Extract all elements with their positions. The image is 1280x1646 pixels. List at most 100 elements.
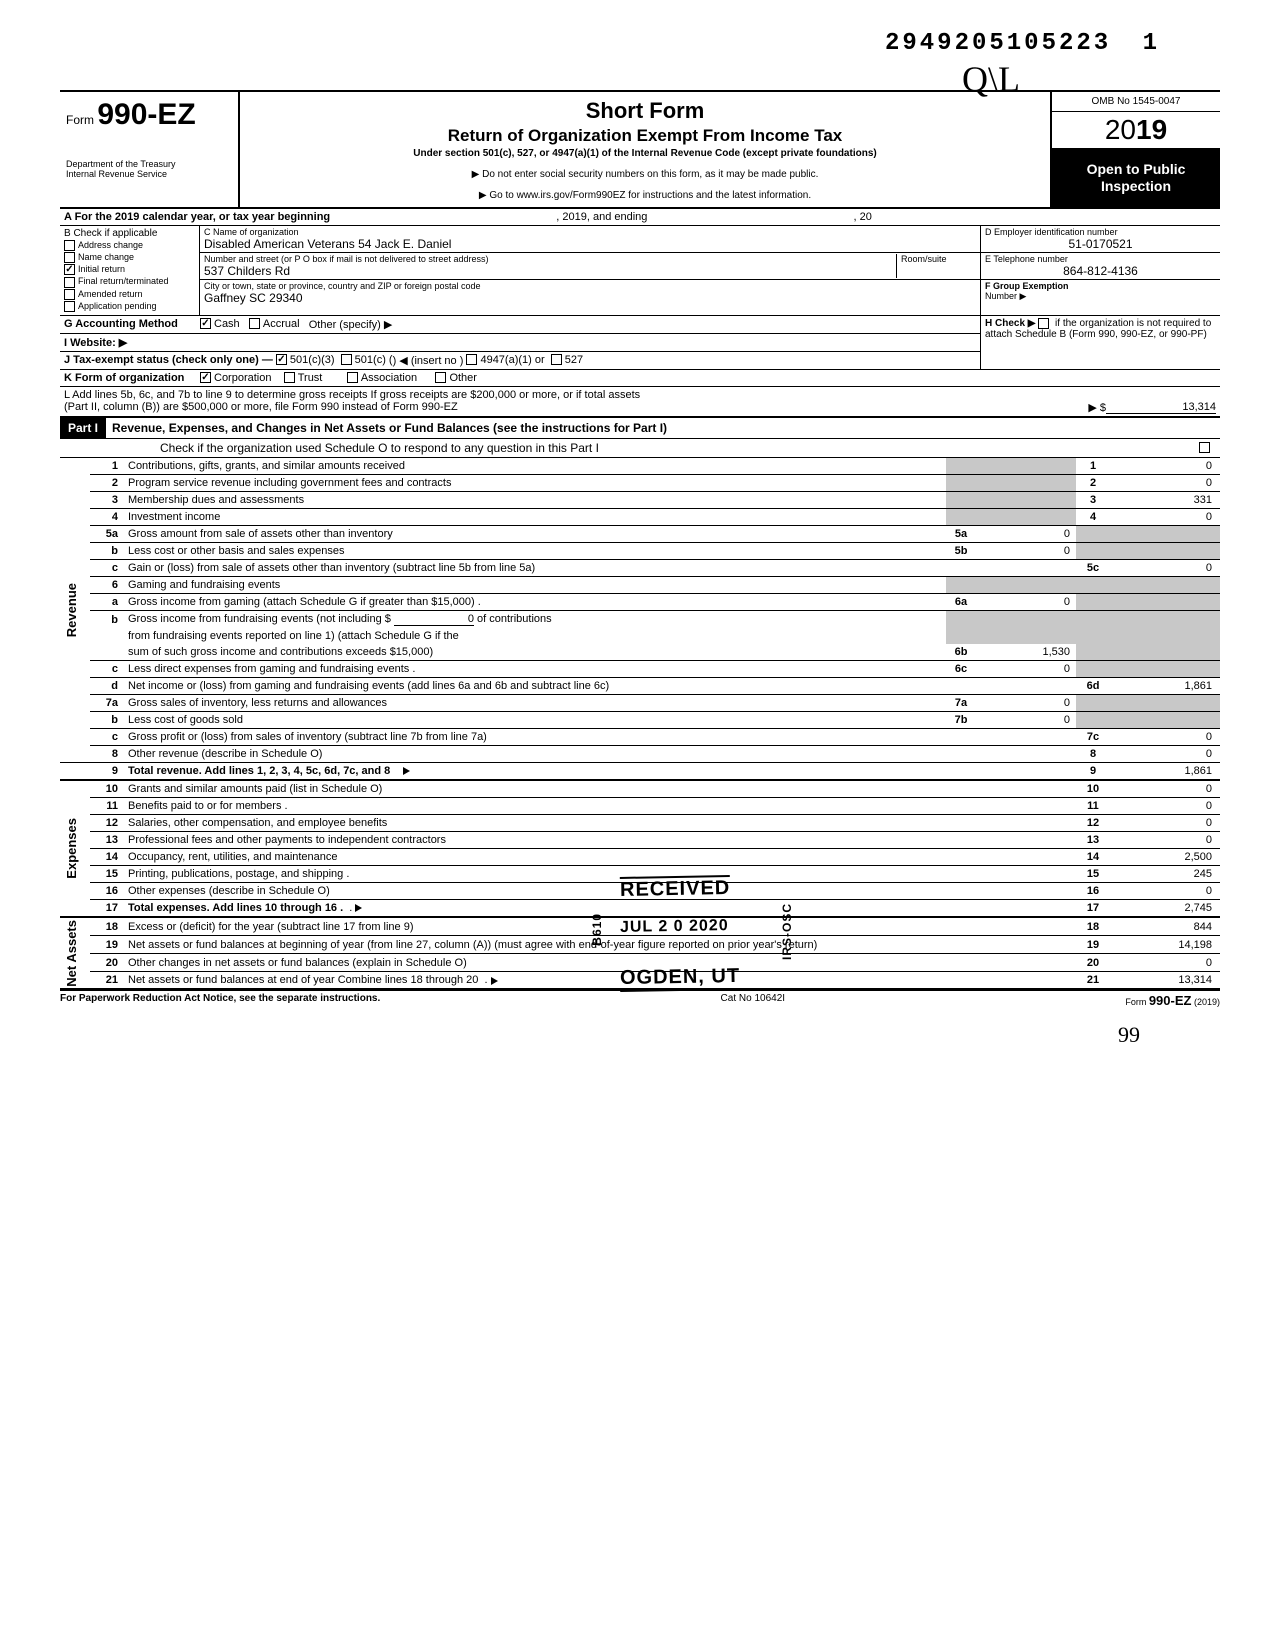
checkbox-501c[interactable] [341,354,352,365]
ln12-n: 12 [90,814,124,831]
part1-header-row: Part I Revenue, Expenses, and Changes in… [60,418,1220,439]
ln5c-rn: 5c [1076,559,1110,576]
ln17-rn: 17 [1076,899,1110,917]
j-501c3: 501(c)(3) [290,354,335,367]
ln5c-v: 0 [1110,559,1220,576]
line-a-begin: A For the 2019 calendar year, or tax yea… [64,211,330,223]
ln10-n: 10 [90,780,124,798]
open-public-2: Inspection [1054,178,1218,195]
ln6b-t3: sum of such gross income and contributio… [124,644,946,661]
ln5a-t: Gross amount from sale of assets other t… [124,525,946,542]
stamp-irs-osc: IRS-OSC [780,903,794,960]
ln15-t: Printing, publications, postage, and shi… [124,865,1076,882]
line-a-end: , 20 [854,211,872,223]
ln13-t: Professional fees and other payments to … [124,831,1076,848]
l-value: 13,314 [1106,401,1216,414]
tax-year: 2019 [1052,112,1220,149]
checkbox-4947[interactable] [466,354,477,365]
checkbox-address-change[interactable] [64,240,75,251]
k-corp: Corporation [214,372,271,384]
checkbox-trust[interactable] [284,372,295,383]
checkbox-app-pending[interactable] [64,301,75,312]
ln4-v: 0 [1110,508,1220,525]
org-name: Disabled American Veterans 54 Jack E. Da… [204,237,976,251]
line-a-mid: , 2019, and ending [556,211,647,223]
g-cash: Cash [214,318,240,331]
ln6c-mv: 0 [976,660,1076,677]
ln6a-mn: 6a [946,593,976,610]
short-form-title: Short Form [248,98,1042,124]
ln1-rn: 1 [1076,458,1110,475]
l-text1: L Add lines 5b, 6c, and 7b to line 9 to … [64,389,1216,401]
ln13-v: 0 [1110,831,1220,848]
e-label: E Telephone number [985,254,1216,264]
ln15-v: 245 [1110,865,1220,882]
line-k: K Form of organization ✓ Corporation Tru… [60,370,1220,387]
ln17-t: Total expenses. Add lines 10 through 16 … [128,902,343,914]
ln8-v: 0 [1110,745,1220,762]
checkbox-schedule-o[interactable] [1199,442,1210,453]
checkbox-501c3[interactable]: ✓ [276,354,287,365]
open-public-1: Open to Public [1054,161,1218,178]
checkbox-final-return[interactable] [64,277,75,288]
ln2-t: Program service revenue including govern… [124,474,946,491]
ln5a-mn: 5a [946,525,976,542]
ln5c-t: Gain or (loss) from sale of assets other… [124,559,1076,576]
subtitle: Under section 501(c), 527, or 4947(a)(1)… [248,148,1042,159]
side-netassets: Net Assets [64,920,79,987]
checkbox-accrual[interactable] [249,318,260,329]
checkbox-cash[interactable]: ✓ [200,318,211,329]
l-text2: (Part II, column (B)) are $500,000 or mo… [64,401,1088,414]
org-address: 537 Childers Rd [204,264,896,278]
j-527: 527 [565,354,583,367]
ln2-v: 0 [1110,474,1220,491]
ln4-rn: 4 [1076,508,1110,525]
ln5a-n: 5a [90,525,124,542]
ln14-t: Occupancy, rent, utilities, and maintena… [124,848,1076,865]
checkbox-other-org[interactable] [435,372,446,383]
checkbox-527[interactable] [551,354,562,365]
ln21-t: Net assets or fund balances at end of ye… [128,974,478,986]
ln10-t: Grants and similar amounts paid (list in… [124,780,1076,798]
ln21-n: 21 [90,971,124,989]
arrow-icon-17 [355,904,362,912]
checkbox-corp[interactable]: ✓ [200,372,211,383]
ln7a-mv: 0 [976,694,1076,711]
org-city: Gaffney SC 29340 [204,291,976,305]
omb-number: OMB No 1545-0047 [1052,92,1220,112]
ln9-v: 1,861 [1110,762,1220,780]
h-label: H Check ▶ [985,318,1035,329]
k-label: K Form of organization [64,372,200,384]
ln16-v: 0 [1110,882,1220,899]
ln6a-n: a [90,593,124,610]
j-501c: 501(c) ( [355,354,393,367]
checkbox-h[interactable] [1038,318,1049,329]
ln20-rn: 20 [1076,953,1110,971]
form-header-row: Form 990-EZ Department of the Treasury I… [60,90,1220,209]
ln14-rn: 14 [1076,848,1110,865]
ein-value: 51-0170521 [985,237,1216,251]
ln6b-contrib: 0 [394,613,474,626]
ln6c-n: c [90,660,124,677]
line-l: L Add lines 5b, 6c, and 7b to line 9 to … [60,387,1220,418]
b-item-4: Amended return [78,289,143,299]
ln5b-mn: 5b [946,542,976,559]
ln7a-n: 7a [90,694,124,711]
dept-irs: Internal Revenue Service [66,170,232,180]
line-a: A For the 2019 calendar year, or tax yea… [60,209,1220,226]
ln8-rn: 8 [1076,745,1110,762]
ln21-v: 13,314 [1110,971,1220,989]
f-label2: Number ▶ [985,291,1216,302]
stamp-received: RECEIVED [620,875,731,902]
ln6-n: 6 [90,576,124,593]
checkbox-name-change[interactable] [64,252,75,263]
page-number: 99 [60,1008,1220,1048]
b-item-5: Application pending [78,301,157,311]
checkbox-assoc[interactable] [347,372,358,383]
ln17-v: 2,745 [1110,899,1220,917]
part1-label: Part I [60,418,106,438]
checkbox-amended[interactable] [64,289,75,300]
arrow-icon-21 [491,977,498,985]
checkbox-initial-return[interactable]: ✓ [64,264,75,275]
g-label: G Accounting Method [64,318,200,331]
